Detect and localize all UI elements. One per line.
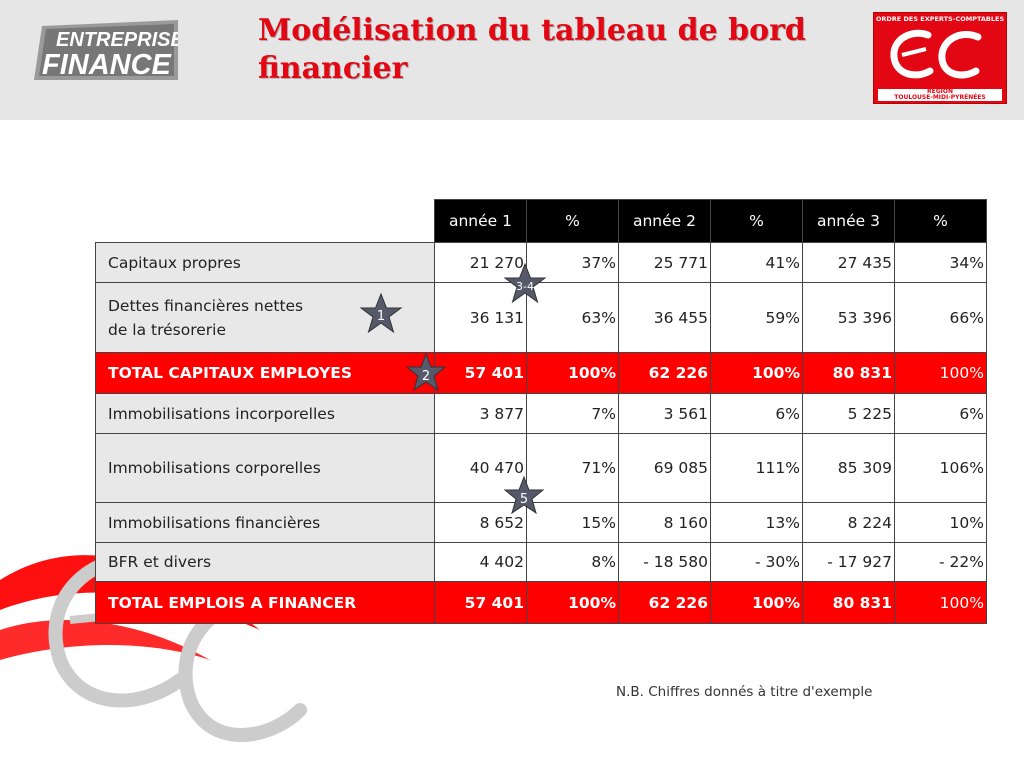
cell: 13% (710, 502, 803, 543)
total-row: TOTAL EMPLOIS A FINANCER 57 401 100% 62 … (95, 581, 987, 624)
logo-line2: FINANCE (42, 49, 173, 80)
cell: 59% (710, 282, 803, 353)
table-row: Immobilisations financières 8 652 15% 8 … (95, 502, 987, 543)
cell: 6% (710, 393, 803, 434)
table-row: Capitaux propres 21 270 37% 25 771 41% 2… (95, 242, 987, 283)
cell: 100% (526, 352, 619, 394)
oec-logo-top-text: ORDRE DES EXPERTS-COMPTABLES (875, 15, 1005, 23)
star-marker-5: 5 (503, 475, 545, 515)
cell: 34% (894, 242, 987, 283)
cell: 100% (710, 352, 803, 394)
row-label: Immobilisations incorporelles (95, 393, 435, 434)
cell: 4 402 (434, 542, 527, 582)
cell: 25 771 (618, 242, 711, 283)
cell: 5 225 (802, 393, 895, 434)
cell: 111% (710, 433, 803, 503)
cell: 100% (526, 581, 619, 624)
row-label-line1: Dettes financières nettes (108, 296, 304, 315)
cell: 100% (710, 581, 803, 624)
cell: - 18 580 (618, 542, 711, 582)
footnote: N.B. Chiffres donnés à titre d'exemple (616, 684, 873, 700)
cell: 80 831 (802, 581, 895, 624)
oec-logo-region-line2: TOULOUSE-MIDI-PYRÉNÉES (894, 94, 986, 101)
column-header: % (526, 199, 619, 243)
table-row: Dettes financières nettes de la trésorer… (95, 282, 987, 353)
cell: 15% (526, 502, 619, 543)
logo-line1: ENTREPRISE (56, 29, 178, 51)
cell: 3 877 (434, 393, 527, 434)
row-label: Capitaux propres (95, 242, 435, 283)
page-title: Modélisation du tableau de bord financie… (258, 13, 806, 86)
cell: 6% (894, 393, 987, 434)
cell: 69 085 (618, 433, 711, 503)
star-label: 3-4 (516, 280, 534, 293)
row-label: BFR et divers (95, 542, 435, 582)
cell: 80 831 (802, 352, 895, 394)
column-header: année 3 (802, 199, 895, 243)
oec-logo-region: RÉGION TOULOUSE-MIDI-PYRÉNÉES (878, 89, 1002, 101)
oec-logo-region-line1: RÉGION (927, 88, 953, 95)
cell: 8 224 (802, 502, 895, 543)
cell: 7% (526, 393, 619, 434)
total-row: TOTAL CAPITAUX EMPLOYES 57 401 100% 62 2… (95, 352, 987, 394)
cell: - 22% (894, 542, 987, 582)
column-header: année 2 (618, 199, 711, 243)
cell: 37% (526, 242, 619, 283)
column-header: % (710, 199, 803, 243)
row-label: Immobilisations financières (95, 502, 435, 543)
column-header: % (894, 199, 987, 243)
cell: - 30% (710, 542, 803, 582)
cell: 8 652 (434, 502, 527, 543)
row-label: TOTAL EMPLOIS A FINANCER (95, 581, 435, 624)
star-label: 2 (422, 369, 430, 384)
cell: 62 226 (618, 352, 711, 394)
cell: 63% (526, 282, 619, 353)
cell: 8 160 (618, 502, 711, 543)
oec-logo: ORDRE DES EXPERTS-COMPTABLES RÉGION TOUL… (873, 12, 1007, 104)
table-row: Immobilisations incorporelles 3 877 7% 3… (95, 393, 987, 434)
cell: 41% (710, 242, 803, 283)
row-label: Immobilisations corporelles (95, 433, 435, 503)
cell: 10% (894, 502, 987, 543)
cell: 66% (894, 282, 987, 353)
row-label-line2: de la trésorerie (108, 320, 227, 339)
column-header: année 1 (434, 199, 527, 243)
cell: 57 401 (434, 352, 527, 394)
cell: - 17 927 (802, 542, 895, 582)
star-marker-2: 2 (405, 352, 447, 392)
cell: 8% (526, 542, 619, 582)
cell: 85 309 (802, 433, 895, 503)
financial-table: année 1 % année 2 % année 3 % Capitaux p… (95, 199, 987, 624)
cell: 53 396 (802, 282, 895, 353)
cell: 62 226 (618, 581, 711, 624)
cell: 57 401 (434, 581, 527, 624)
cell: 27 435 (802, 242, 895, 283)
star-marker-3-4: 3-4 (503, 262, 547, 304)
row-label: TOTAL CAPITAUX EMPLOYES (95, 352, 435, 394)
star-label: 1 (377, 309, 385, 324)
cell: 100% (894, 352, 987, 394)
table-row: BFR et divers 4 402 8% - 18 580 - 30% - … (95, 542, 987, 582)
cell: 36 455 (618, 282, 711, 353)
cell: 106% (894, 433, 987, 503)
ec-emblem-icon (890, 29, 982, 79)
cell: 21 270 (434, 242, 527, 283)
header-band: ENTREPRISE FINANCE Modélisation du table… (0, 0, 1024, 120)
star-marker-1: 1 (359, 292, 403, 334)
cell: 100% (894, 581, 987, 624)
entreprise-finance-logo: ENTREPRISE FINANCE (34, 20, 178, 80)
cell: 3 561 (618, 393, 711, 434)
table-header-row: année 1 % année 2 % année 3 % (95, 199, 987, 243)
header-blank-cell (95, 199, 435, 243)
star-label: 5 (520, 492, 528, 507)
